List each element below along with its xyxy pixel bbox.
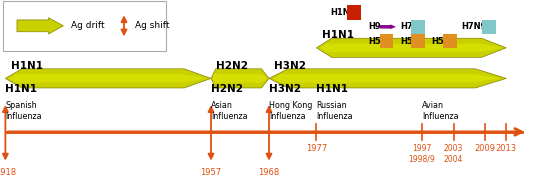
Bar (347, 5, 361, 20)
Text: 2003
2004: 2003 2004 (444, 144, 463, 164)
Text: Ag drift: Ag drift (71, 21, 105, 30)
Bar (380, 34, 393, 48)
Polygon shape (212, 74, 268, 83)
Text: H5: H5 (368, 37, 381, 46)
Text: 1968: 1968 (258, 168, 280, 177)
Text: H5: H5 (431, 37, 444, 46)
Polygon shape (274, 74, 501, 83)
Text: Spanish
Influenza: Spanish Influenza (5, 101, 42, 121)
Text: H3N2: H3N2 (274, 61, 306, 71)
Text: 2009: 2009 (475, 144, 495, 153)
FancyArrow shape (380, 24, 396, 29)
Text: Russian
Influenza: Russian Influenza (316, 101, 353, 121)
Text: H1N1: H1N1 (331, 8, 356, 17)
Text: 1997
1998/9: 1997 1998/9 (408, 144, 435, 164)
Text: H9: H9 (368, 22, 381, 31)
Text: 2013: 2013 (495, 144, 517, 153)
Text: 1918: 1918 (0, 168, 16, 177)
Polygon shape (269, 69, 506, 88)
Text: H1N1: H1N1 (11, 61, 43, 71)
Polygon shape (320, 43, 502, 52)
Polygon shape (10, 74, 207, 83)
Text: H7: H7 (400, 22, 413, 31)
Bar (482, 20, 495, 34)
Text: 1957: 1957 (201, 168, 222, 177)
Text: H1N1: H1N1 (316, 84, 349, 94)
Polygon shape (316, 38, 506, 57)
FancyBboxPatch shape (3, 1, 166, 51)
Text: H7N9: H7N9 (461, 22, 486, 31)
Polygon shape (5, 69, 211, 88)
Polygon shape (211, 69, 269, 88)
Text: 1977: 1977 (306, 144, 327, 153)
Text: H5: H5 (400, 37, 413, 46)
Text: H2N2: H2N2 (216, 61, 248, 71)
Text: H3N2: H3N2 (269, 84, 301, 94)
Text: Ag shift: Ag shift (134, 21, 169, 30)
Bar (412, 34, 425, 48)
Bar (443, 34, 457, 48)
Text: Avian
Influenza: Avian Influenza (422, 101, 458, 121)
Text: Hong Kong
Influenza: Hong Kong Influenza (269, 101, 313, 121)
Text: Asian
Influenza: Asian Influenza (211, 101, 247, 121)
Bar (412, 20, 425, 34)
FancyArrow shape (17, 18, 63, 34)
Text: H1N1: H1N1 (5, 84, 37, 94)
Text: H1N1: H1N1 (322, 30, 353, 40)
Text: H2N2: H2N2 (211, 84, 243, 94)
